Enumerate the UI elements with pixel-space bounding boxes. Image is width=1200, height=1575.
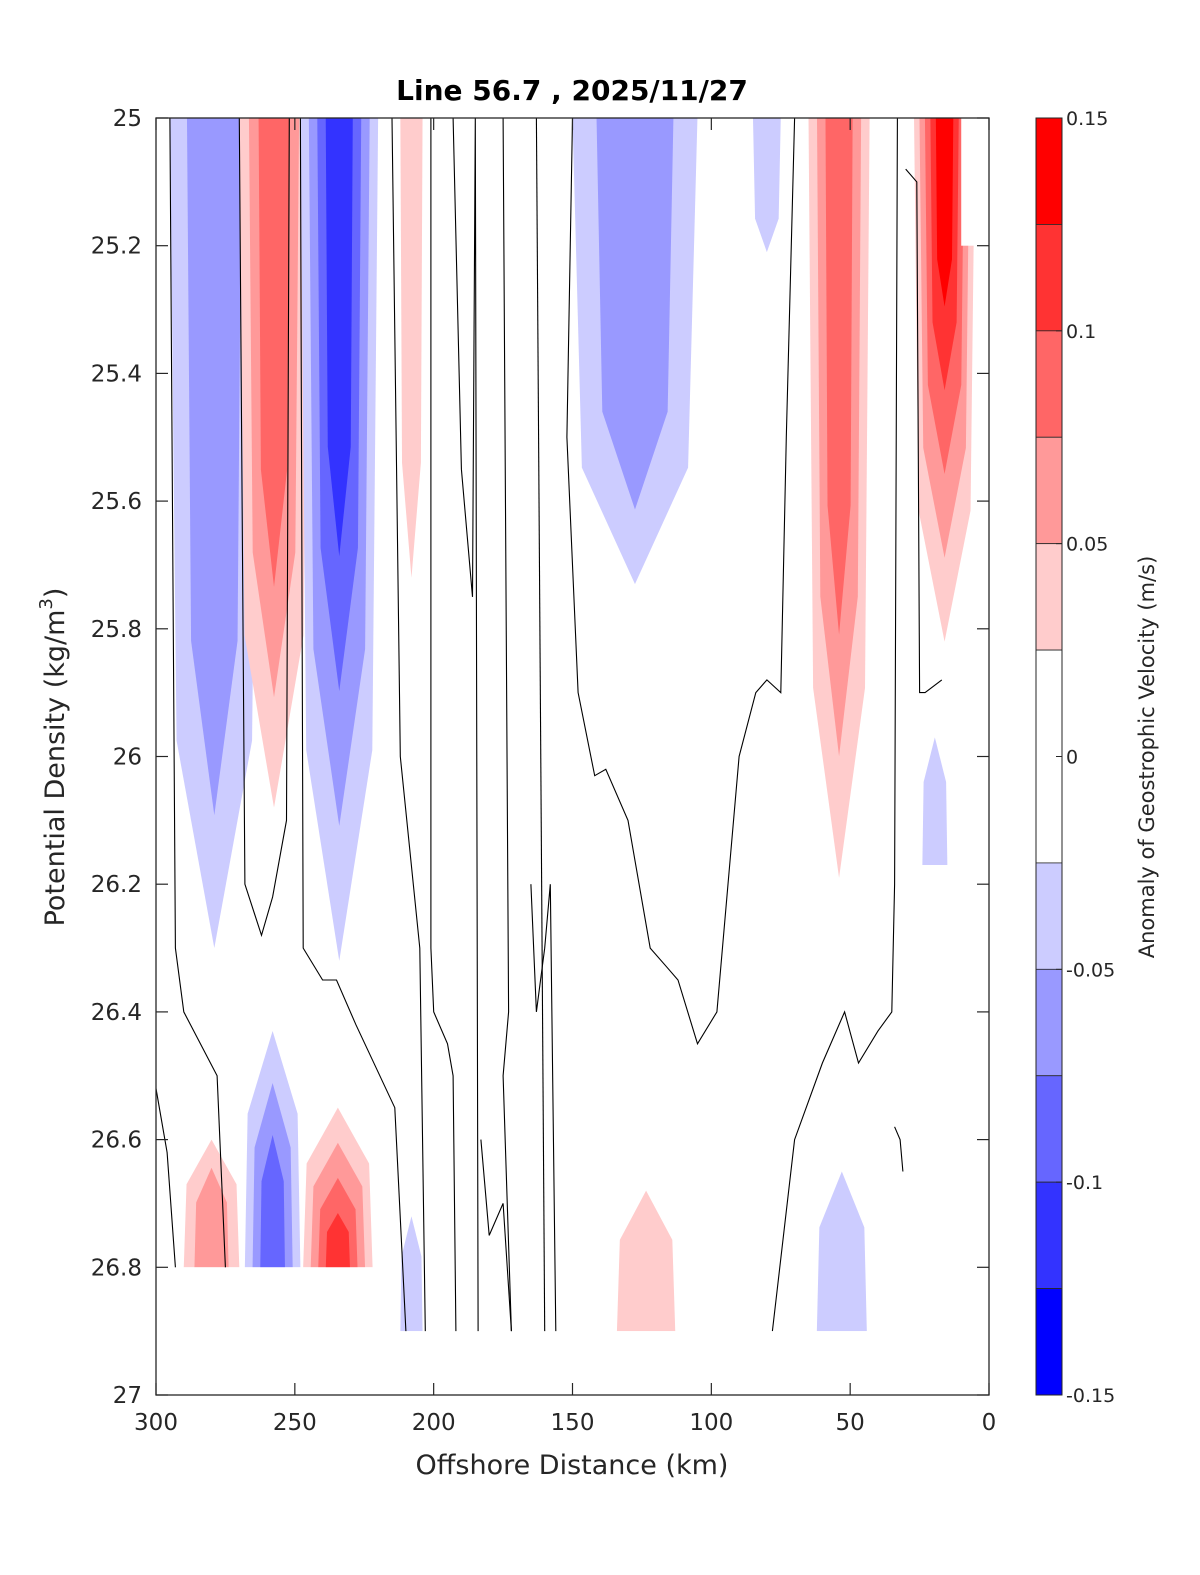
x-tick-label: 0 [982, 1410, 997, 1436]
contour-band [325, 118, 353, 557]
x-tick-label: 50 [836, 1410, 865, 1436]
colorbar-tick-label: -0.1 [1066, 1172, 1103, 1194]
contour-region-weak-blue-20km [922, 737, 948, 866]
zero-contour-line [530, 884, 557, 1332]
contour-band [400, 118, 423, 578]
contour-region-deep-blue-258km [244, 1031, 301, 1268]
y-tick-label: 27 [113, 1383, 142, 1409]
contour-band [596, 118, 674, 510]
colorbar-bin [1035, 543, 1063, 651]
y-tick-label: 26 [113, 745, 142, 771]
contour-region-deep-blue-205km [400, 1216, 423, 1332]
colorbar-bin [1035, 1181, 1063, 1289]
colorbar-bin [1035, 968, 1063, 1077]
zero-contour-line [566, 118, 796, 1046]
x-tick-label: 250 [273, 1410, 317, 1436]
contour-band [194, 1167, 229, 1268]
contour-region-strong-blue-band-235km [300, 118, 379, 961]
colorbar-tick-label: 0.1 [1066, 321, 1096, 343]
zero-contour-line [771, 118, 898, 1332]
y-axis-title-main: Potential Density (kg/m [40, 610, 71, 927]
zero-contour-line [905, 168, 943, 694]
colorbar-tick-label: -0.15 [1066, 1385, 1115, 1407]
contour-region-deep-red-280km [183, 1139, 240, 1268]
zero-contour-line [238, 118, 290, 938]
y-tick-label: 25.8 [91, 617, 142, 643]
y-tick-label: 26.8 [91, 1255, 142, 1281]
x-tick-label: 100 [689, 1410, 733, 1436]
y-tick-label: 26.4 [91, 1000, 142, 1026]
zero-contour-line [169, 118, 226, 1268]
x-tick-label: 200 [412, 1410, 456, 1436]
contour-region-weak-red-band-205km [400, 118, 423, 578]
zero-contour-line [894, 1126, 904, 1172]
contour-region-blue-region-125km [572, 118, 698, 585]
zero-contour-line [452, 118, 479, 1332]
y-tick-label: 26.2 [91, 872, 142, 898]
colorbar-bin [1035, 330, 1063, 438]
filled-contours [156, 118, 989, 1395]
colorbar-bin [1035, 1075, 1063, 1183]
y-tick-label: 25 [113, 106, 142, 132]
x-axis-title: Offshore Distance (km) [416, 1450, 729, 1481]
zero-contour-line [502, 118, 512, 1332]
y-axis-title-suffix: ) [40, 588, 71, 599]
zero-contour-line [156, 1088, 176, 1268]
contour-region-weak-blue-80km [752, 118, 781, 253]
colorbar-bin [1035, 436, 1063, 545]
x-tick-label: 150 [551, 1410, 595, 1436]
contour-band [186, 118, 242, 816]
zero-contour-line [480, 1139, 512, 1332]
colorbar-bin [1035, 862, 1063, 970]
y-axis-title-superscript: 3 [36, 598, 57, 609]
y-axis-title: Potential Density (kg/m3) [36, 588, 71, 927]
colorbar-title: Anomaly of Geostrophic Velocity (m/s) [1135, 556, 1159, 959]
contour-region-red-band-55km [808, 118, 870, 878]
contour-band [260, 1135, 285, 1268]
colorbar-tick-label: 0.15 [1066, 108, 1108, 130]
chart-title: Line 56.7 , 2025/11/27 [396, 74, 748, 107]
contour-band [752, 118, 781, 253]
colorbar-bin [1035, 117, 1063, 225]
y-tick-label: 25.4 [91, 361, 142, 387]
contour-band [325, 1213, 350, 1268]
x-tick-label: 300 [134, 1410, 178, 1436]
y-tick-label: 25.6 [91, 489, 142, 515]
contour-region-deep-blue-50km [816, 1171, 867, 1332]
contour-region-offshore-blue-band-290km [169, 118, 259, 949]
zero-contour-line [391, 118, 426, 1332]
plot-area: 300 250 200 150 100 50 0 2525.225.425.625.8262… [91, 106, 997, 1436]
x-axis-ticks: 300 250 200 150 100 50 0 [134, 118, 996, 1436]
no-data-mask-nearshore [961, 118, 989, 246]
colorbar-tick-label: 0 [1066, 747, 1078, 769]
contour-band [825, 118, 853, 635]
contour-region-deep-red-233km [303, 1107, 373, 1268]
colorbar-bin [1035, 224, 1063, 332]
y-axis-ticks: 25 25.2 25.4 25.6 25.8 26 26.2 26.4 26.6 26.8 27 [91, 106, 989, 1409]
colorbar-bin [1035, 1288, 1063, 1396]
contour-band [400, 1216, 423, 1332]
zero-contour-line [299, 118, 407, 1332]
y-tick-label: 25.2 [91, 234, 142, 260]
contour-band [816, 1171, 867, 1332]
contour-band [616, 1190, 676, 1332]
contour-region-nearshore-red-15km [914, 118, 976, 642]
contour-region-red-band-258km [239, 118, 309, 808]
zero-contour-lines [156, 118, 943, 1332]
colorbar-tick-label: -0.05 [1066, 959, 1115, 981]
zero-contour-line [430, 118, 457, 1332]
colorbar: 0.15 0.1 0.05 0 -0.05 -0.1 -0.15 [1035, 108, 1115, 1407]
y-tick-label: 26.6 [91, 1128, 142, 1154]
colorbar-tick-label: 0.05 [1066, 534, 1108, 556]
contour-band [922, 737, 948, 866]
contour-band [935, 118, 954, 307]
contour-region-deep-red-125km [616, 1190, 676, 1332]
zero-contour-line [535, 118, 546, 1332]
contour-band [258, 118, 290, 587]
